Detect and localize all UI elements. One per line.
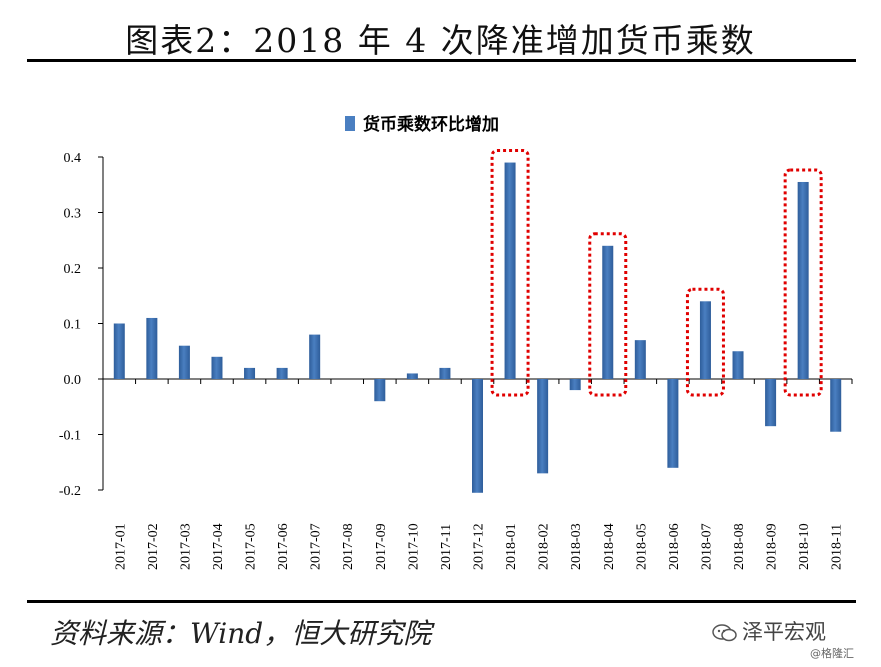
y-tick-label: -0.2 <box>59 484 81 499</box>
y-tick-label: 0.4 <box>64 151 82 166</box>
x-tick-label: 2018-04 <box>602 523 617 570</box>
y-tick-label: 0.0 <box>64 373 82 388</box>
x-tick-label: 2018-11 <box>830 524 845 570</box>
x-tick-label: 2017-07 <box>309 523 324 570</box>
y-tick-label: 0.2 <box>64 262 82 277</box>
bar-2018-07 <box>699 301 711 379</box>
bar-2018-06 <box>667 379 679 468</box>
bar-2017-10 <box>406 373 418 379</box>
x-tick-label: 2018-08 <box>732 523 747 570</box>
bar-2017-09 <box>374 379 386 402</box>
legend-swatch <box>345 116 355 131</box>
chart-labels: 2017-01 2017-02 2017-03 2017-04 2017-05 2017-… <box>113 523 844 570</box>
bar-2017-12 <box>472 379 483 493</box>
bar-2017-02 <box>146 317 158 379</box>
x-tick-label: 2017-09 <box>374 523 389 570</box>
x-tick-label: 2017-12 <box>472 523 487 570</box>
x-tick-label: 2017-05 <box>244 523 259 570</box>
x-tick-label: 2017-06 <box>276 523 291 570</box>
bar-2018-09 <box>765 379 777 427</box>
page-title: 图表2：2018 年 4 次降准增加货币乘数 <box>125 21 756 60</box>
x-tick-label: 2017-10 <box>406 523 421 570</box>
title-underline <box>27 59 856 62</box>
x-tick-label: 2017-03 <box>178 523 193 570</box>
source-note: 资料来源：Wind，恒大研究院 <box>50 617 432 650</box>
bar-2018-02 <box>537 379 549 474</box>
source-divider <box>27 600 856 603</box>
bar-2017-05 <box>244 367 256 379</box>
x-tick-label: 2017-04 <box>211 523 226 570</box>
x-tick-label: 2018-01 <box>504 523 519 570</box>
bar-chart: 货币乘数环比增加 0.4 0.3 0.2 0.1 0.0 -0.1 -0.2 2017-01… <box>59 114 853 570</box>
x-tick-label: 2017-11 <box>439 524 454 570</box>
bar-2018-01 <box>504 162 516 379</box>
highlight-box-2018-07 <box>685 287 725 397</box>
bar-2017-03 <box>178 345 190 379</box>
bar-2018-11 <box>830 379 842 432</box>
bar-2017-06 <box>276 367 288 379</box>
watermark-account-text: 泽平宏观 <box>742 620 826 644</box>
watermark-site: @格隆汇 <box>810 647 854 660</box>
chart-bars <box>113 162 842 493</box>
x-tick-label: 2018-10 <box>797 523 812 570</box>
y-tick-label: 0.1 <box>64 318 82 333</box>
highlight-box-2018-01 <box>490 149 530 397</box>
bar-2018-04 <box>602 245 614 379</box>
bar-2018-03 <box>569 379 581 391</box>
legend-label: 货币乘数环比增加 <box>363 114 499 135</box>
chart-axes: 0.4 0.3 0.2 0.1 0.0 -0.1 -0.2 <box>59 151 853 499</box>
x-tick-label: 2017-01 <box>113 523 128 570</box>
bar-2017-11 <box>439 367 451 379</box>
x-tick-label: 2018-06 <box>667 523 682 570</box>
x-tick-label: 2018-07 <box>699 523 714 570</box>
bar-2017-01 <box>113 323 125 379</box>
x-tick-label: 2018-03 <box>569 523 584 570</box>
watermark-account: 泽平宏观 <box>712 616 826 646</box>
wechat-icon <box>712 624 737 642</box>
bar-2018-08 <box>732 351 744 379</box>
x-tick-label: 2017-08 <box>341 523 356 570</box>
y-tick-label: 0.3 <box>64 207 82 222</box>
chart-legend: 货币乘数环比增加 <box>345 114 499 135</box>
highlight-box-2018-10 <box>783 168 823 397</box>
x-tick-label: 2018-05 <box>634 523 649 570</box>
bar-2018-10 <box>797 181 809 379</box>
highlight-box-2018-04 <box>588 232 628 397</box>
x-tick-label: 2018-09 <box>765 523 780 570</box>
bar-2017-07 <box>309 334 321 379</box>
y-tick-label: -0.1 <box>59 429 81 444</box>
highlight-boxes <box>490 149 823 397</box>
bar-2017-04 <box>211 356 223 379</box>
x-tick-label: 2017-02 <box>146 523 161 570</box>
x-tick-label: 2018-02 <box>537 523 552 570</box>
bar-2018-05 <box>634 340 646 379</box>
